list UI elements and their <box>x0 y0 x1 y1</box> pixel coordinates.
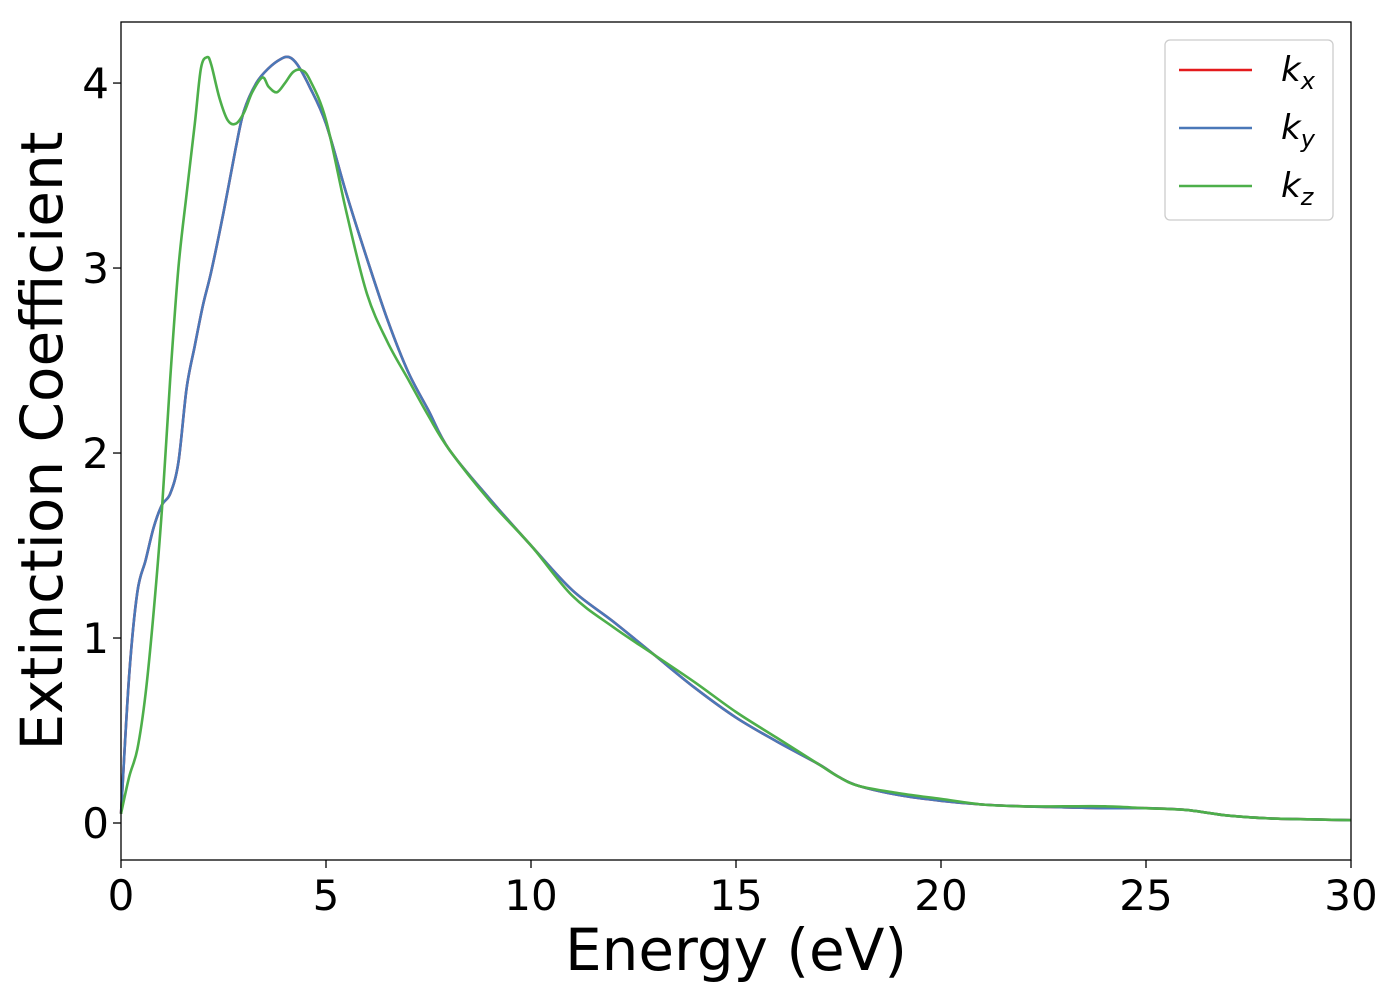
x-tick-label: 15 <box>709 871 762 920</box>
y-tick-label: 3 <box>82 244 109 293</box>
x-tick-label: 0 <box>108 871 135 920</box>
y-tick-label: 0 <box>82 799 109 848</box>
y-axis-label: Extinction Coefficient <box>8 132 76 751</box>
x-tick-label: 30 <box>1324 871 1377 920</box>
x-tick-label: 5 <box>313 871 340 920</box>
x-axis-ticks: 0 5 10 15 20 25 30 <box>108 860 1378 920</box>
y-axis-ticks: 0 1 2 3 4 <box>82 59 121 848</box>
x-tick-label: 10 <box>504 871 557 920</box>
legend-label-x: kx <box>1281 50 1316 95</box>
x-axis-label: Energy (eV) <box>565 916 907 984</box>
legend-label-y: ky <box>1281 108 1316 153</box>
series-line-k-z <box>119 55 1352 822</box>
legend: kx ky kz <box>1164 39 1334 221</box>
x-tick-label: 20 <box>914 871 967 920</box>
y-tick-label: 1 <box>82 614 109 663</box>
x-tick-label: 25 <box>1119 871 1172 920</box>
y-tick-label: 2 <box>82 429 109 478</box>
legend-frame <box>1164 39 1334 221</box>
legend-label-z: kz <box>1281 166 1315 211</box>
y-tick-label: 4 <box>82 59 109 108</box>
plot-lines <box>119 55 1352 822</box>
